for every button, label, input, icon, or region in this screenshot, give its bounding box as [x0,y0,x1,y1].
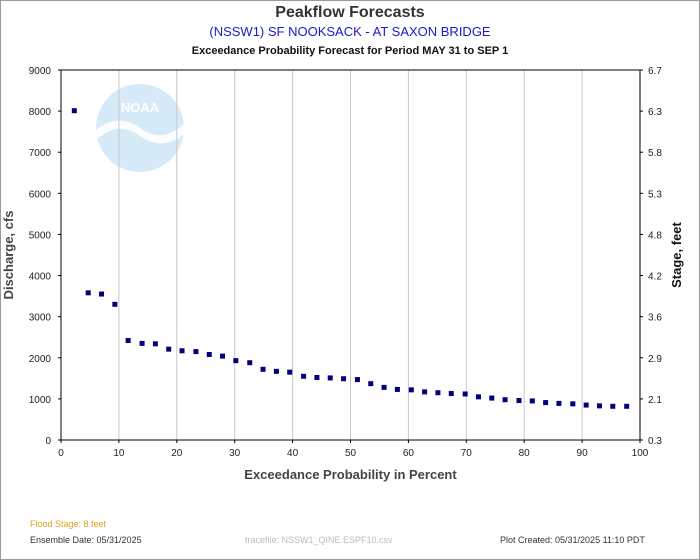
x-tick-label: 70 [461,448,473,459]
data-point [489,395,495,401]
x-tick-label: 0 [58,448,64,459]
y2-tick-label: 2.9 [648,354,662,365]
y-tick-label: 6000 [29,189,52,200]
data-point [125,338,131,344]
data-point [610,403,616,409]
data-point [314,375,320,381]
x-tick-label: 10 [113,448,125,459]
data-point [273,368,279,374]
data-point [596,403,602,409]
data-point [301,373,307,379]
data-point [166,346,172,352]
data-point [287,369,293,375]
x-tick-label: 100 [632,448,649,459]
y-tick-label: 8000 [29,107,52,118]
data-point [502,397,508,403]
x-tick-label: 50 [345,448,357,459]
data-point [99,291,105,297]
station-name: (NSSW1) SF NOOKSACK - AT SAXON BRIDGE [209,24,491,39]
data-point [233,358,239,364]
data-point [408,387,414,393]
data-point [220,353,226,359]
data-point [462,391,468,397]
y-tick-label: 4000 [29,272,52,283]
data-point [206,351,212,357]
x-tick-label: 80 [519,448,531,459]
x-tick-label: 60 [403,448,415,459]
data-point [139,340,145,346]
y2-tick-label: 5.3 [648,189,662,200]
data-point [327,375,333,381]
data-point [448,391,454,397]
data-point [193,349,199,355]
y2-tick-label: 6.7 [648,66,662,77]
chart-subtitle: Exceedance Probability Forecast for Peri… [191,45,509,57]
data-point [475,394,481,400]
tracefile-note: tracefile: NSSW1_QINE.ESPF10.csv [245,535,393,545]
x-tick-label: 20 [171,448,183,459]
data-point [556,400,562,406]
data-point [71,108,77,114]
data-point [179,348,185,354]
data-point [435,390,441,396]
plot-created: Plot Created: 05/31/2025 11:10 PDT [500,535,645,545]
chart-title: Peakflow Forecasts [275,4,425,21]
y-axis-label: Discharge, cfs [1,211,16,300]
x-tick-label: 40 [287,448,299,459]
data-point [624,403,630,409]
data-point [260,366,266,372]
data-point [152,341,158,347]
data-point [381,384,387,390]
noaa-logo-text: NOAA [121,100,160,115]
data-point [394,386,400,392]
data-point [341,376,347,382]
y-tick-label: 7000 [29,148,52,159]
data-point [354,377,360,383]
ensemble-date: Ensemble Date: 05/31/2025 [30,535,142,545]
y2-tick-label: 6.3 [648,107,662,118]
y2-tick-label: 2.1 [648,395,662,406]
y2-tick-label: 4.8 [648,230,662,241]
y-tick-label: 3000 [29,313,52,324]
data-point [529,398,535,404]
y2-tick-label: 5.8 [648,148,662,159]
data-point [247,360,253,366]
y-tick-label: 0 [45,436,51,447]
y2-tick-label: 3.6 [648,313,662,324]
y2-tick-label: 0.3 [648,436,662,447]
data-point [422,389,428,395]
data-point [570,401,576,407]
y-tick-label: 2000 [29,354,52,365]
data-point [516,398,522,404]
data-point [85,290,91,296]
x-tick-label: 30 [229,448,241,459]
y-tick-label: 5000 [29,230,52,241]
data-point [368,381,374,387]
x-axis-label: Exceedance Probability in Percent [244,467,457,482]
flood-stage-note: Flood Stage: 8 feet [30,519,107,529]
x-tick-label: 90 [577,448,589,459]
data-point [112,301,118,307]
y2-axis-label: Stage, feet [669,221,684,287]
y2-tick-label: 4.2 [648,272,662,283]
noaa-logo-wave [96,120,184,144]
data-point [543,400,549,406]
y-tick-label: 9000 [29,66,52,77]
y-tick-label: 1000 [29,395,52,406]
data-point [583,402,589,408]
